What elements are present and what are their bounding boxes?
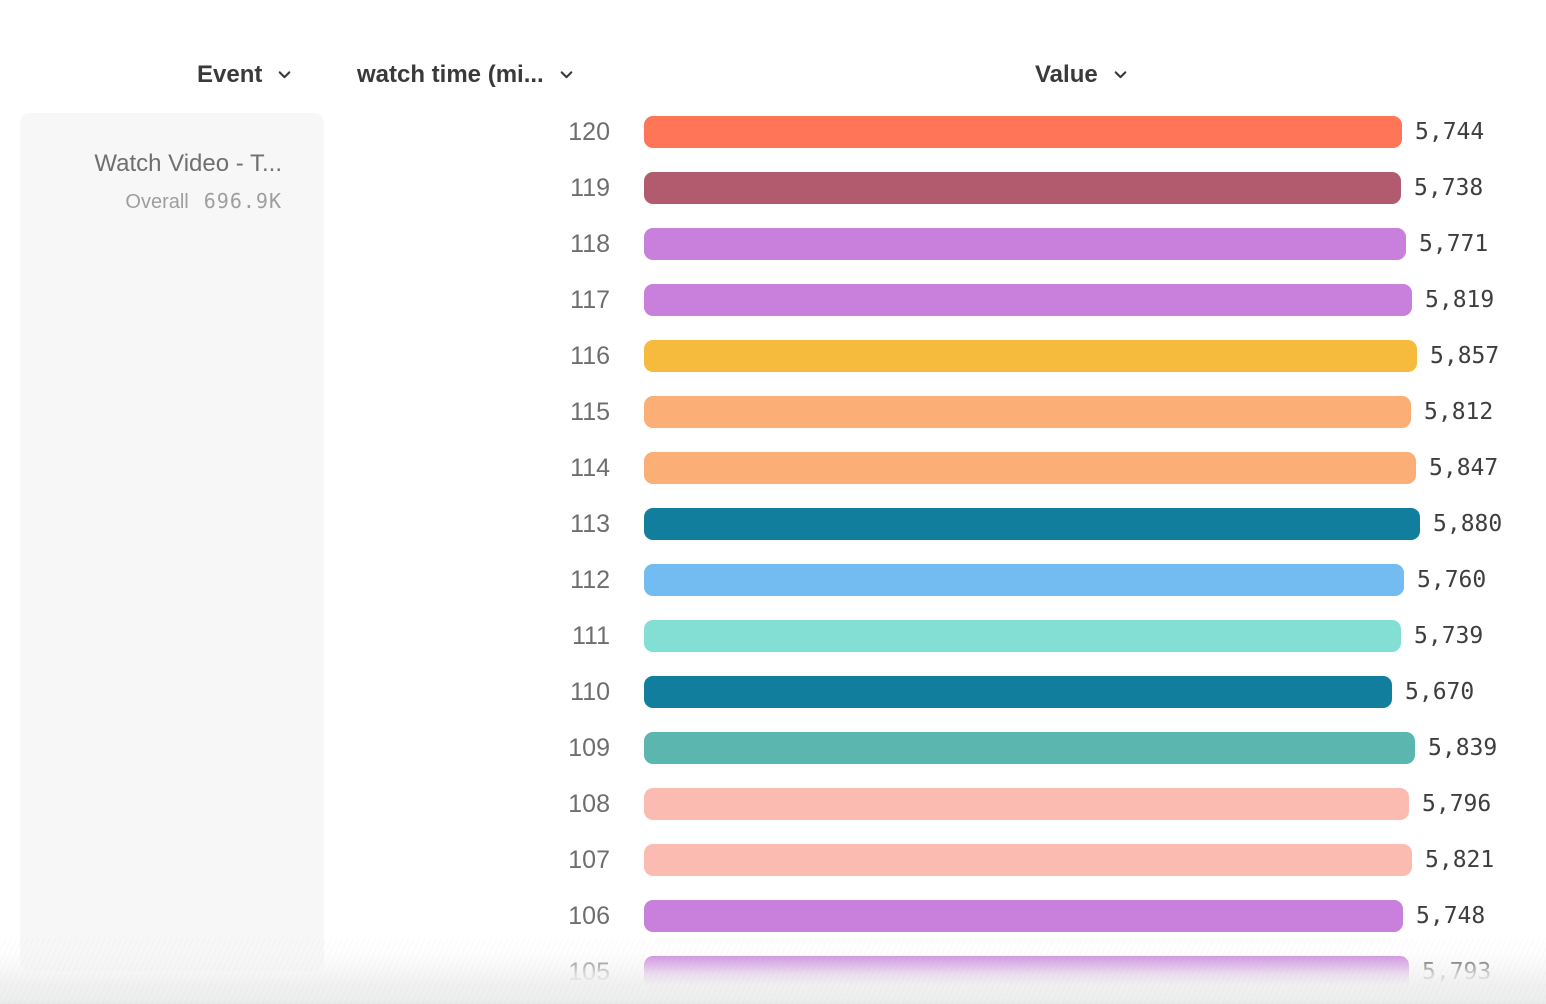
y-axis-tick-label: 105 (568, 957, 610, 986)
bar-segment[interactable] (644, 339, 1417, 372)
y-axis-tick-label: 115 (570, 397, 610, 426)
chart-row: 115 5,812 (0, 395, 1546, 428)
bar-value-label: 5,839 (1428, 734, 1498, 761)
bar-value-label: 5,880 (1433, 510, 1503, 537)
y-axis-tick-label: 117 (570, 285, 610, 314)
y-axis-tick-label: 111 (571, 621, 610, 650)
bar-value-label: 5,670 (1405, 678, 1475, 705)
overall-label: Overall (125, 191, 189, 213)
chart-row: 119 5,738 (0, 171, 1546, 204)
event-column-header[interactable]: Event (197, 59, 293, 90)
breakdown-column-header[interactable]: watch time (mi... (357, 59, 575, 90)
bar-value-label: 5,847 (1429, 454, 1499, 481)
y-axis-tick-label: 119 (570, 173, 610, 202)
y-axis-tick-label: 112 (570, 565, 610, 594)
bar-segment[interactable] (644, 227, 1406, 260)
bar-segment[interactable] (644, 787, 1409, 820)
chart-row: 114 5,847 (0, 451, 1546, 484)
chart-row: 110 5,670 (0, 675, 1546, 708)
chart-row: 107 5,821 (0, 843, 1546, 876)
bar-segment[interactable] (644, 395, 1411, 428)
chart-row: 113 5,880 (0, 507, 1546, 540)
y-axis-tick-label: 120 (568, 117, 610, 146)
chart-row: 112 5,760 (0, 563, 1546, 596)
bar-value-label: 5,821 (1425, 846, 1495, 873)
bar-value-label: 5,748 (1416, 902, 1486, 929)
bar-segment[interactable] (644, 843, 1412, 876)
chart-row: 117 5,819 (0, 283, 1546, 316)
value-column-header[interactable]: Value (1035, 59, 1129, 90)
y-axis-tick-label: 107 (568, 845, 610, 874)
bar-segment[interactable] (644, 675, 1392, 708)
bar-value-label: 5,739 (1414, 622, 1484, 649)
y-axis-tick-label: 109 (568, 733, 610, 762)
bar-value-label: 5,819 (1425, 286, 1495, 313)
bar-segment[interactable] (644, 171, 1401, 204)
chart-row: 116 5,857 (0, 339, 1546, 372)
bar-value-label: 5,796 (1422, 790, 1492, 817)
chart-row: 118 5,771 (0, 227, 1546, 260)
chart-row: 106 5,748 (0, 899, 1546, 932)
event-overall-row: Overall 696.9K (125, 189, 282, 214)
event-name: Watch Video - T... (94, 150, 282, 177)
chart-row: 108 5,796 (0, 787, 1546, 820)
bar-segment[interactable] (644, 283, 1412, 316)
y-axis-tick-label: 116 (570, 341, 610, 370)
y-axis-tick-label: 114 (570, 453, 610, 482)
chevron-down-icon (1112, 62, 1129, 90)
bar-segment[interactable] (644, 451, 1416, 484)
y-axis-tick-label: 113 (570, 509, 610, 538)
bar-segment[interactable] (644, 115, 1402, 148)
bar-value-label: 5,771 (1419, 230, 1489, 257)
bar-value-label: 5,738 (1414, 174, 1484, 201)
breakdown-column-label: watch time (mi... (357, 60, 544, 88)
bar-value-label: 5,760 (1417, 566, 1487, 593)
chevron-down-icon (276, 62, 293, 90)
y-axis-tick-label: 106 (568, 901, 610, 930)
y-axis-tick-label: 118 (570, 229, 610, 258)
bar-segment[interactable] (644, 899, 1403, 932)
bar-segment[interactable] (644, 619, 1401, 652)
y-axis-tick-label: 110 (570, 677, 610, 706)
value-column-label: Value (1035, 60, 1098, 88)
bar-value-label: 5,812 (1424, 398, 1494, 425)
bar-segment[interactable] (644, 507, 1420, 540)
bar-segment[interactable] (644, 731, 1415, 764)
bar-segment[interactable] (644, 563, 1404, 596)
overall-value: 696.9K (203, 189, 282, 213)
bar-value-label: 5,857 (1430, 342, 1500, 369)
event-legend-card[interactable]: Watch Video - T... Overall 696.9K (20, 113, 324, 971)
chart-row: 111 5,739 (0, 619, 1546, 652)
event-column-label: Event (197, 60, 263, 88)
bar-segment[interactable] (644, 955, 1409, 988)
bar-value-label: 5,793 (1422, 958, 1492, 985)
y-axis-tick-label: 108 (568, 789, 610, 818)
bar-value-label: 5,744 (1415, 118, 1485, 145)
chart-row: 109 5,839 (0, 731, 1546, 764)
chart-row: 105 5,793 (0, 955, 1546, 988)
chart-row: 120 5,744 (0, 115, 1546, 148)
chevron-down-icon (558, 62, 575, 90)
